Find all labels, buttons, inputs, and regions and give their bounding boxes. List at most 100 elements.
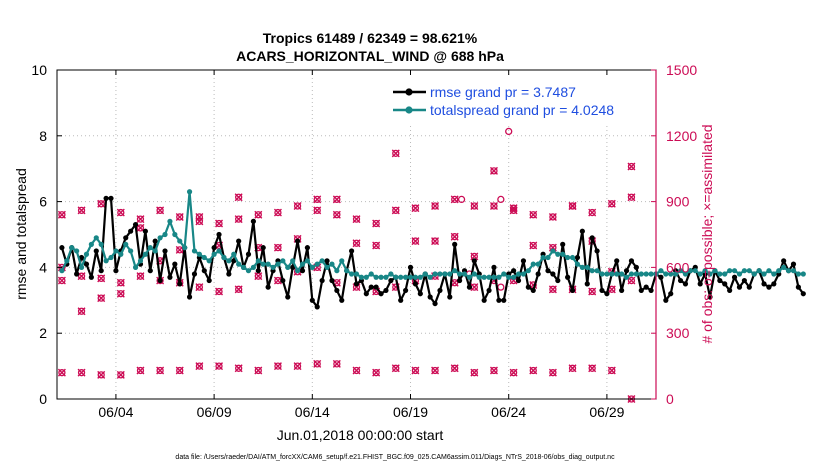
totalspread-point: [422, 271, 428, 277]
obs-assimilated-cross: [627, 193, 636, 202]
obs-possible-ring: [588, 208, 596, 217]
totalspread-point: [216, 248, 222, 254]
rmse-point: [643, 284, 649, 290]
obs-assimilated-cross: [450, 195, 459, 204]
obs-possible-ring: [274, 362, 282, 370]
totalspread-point: [245, 268, 252, 274]
x-axis-label: Jun.01,2018 00:00:00 start: [277, 427, 444, 443]
obs-count-marker: [450, 364, 459, 373]
obs-assimilated-cross: [116, 289, 125, 298]
obs-count-marker: [391, 149, 400, 158]
obs-assimilated-cross: [215, 362, 224, 371]
obs-possible-ring: [333, 360, 341, 368]
totalspread-point: [324, 264, 330, 270]
y-tick-label: 2: [39, 325, 47, 341]
totalspread-point: [569, 254, 576, 261]
rmse-point: [501, 297, 507, 303]
obs-assimilated-cross: [548, 212, 557, 221]
obs-assimilated-cross: [431, 366, 440, 375]
obs-count-marker: [372, 219, 381, 228]
obs-possible-marker: [505, 127, 513, 136]
totalspread-point: [722, 271, 728, 277]
totalspread-point: [128, 248, 134, 254]
obs-possible-ring: [588, 364, 596, 372]
totalspread-point: [466, 274, 473, 280]
obs-assimilated-cross: [411, 366, 420, 375]
totalspread-point: [574, 261, 581, 267]
totalspread-point: [231, 251, 237, 257]
obs-possible-ring: [235, 364, 243, 372]
obs-count-marker: [352, 366, 361, 375]
totalspread-point: [560, 251, 566, 257]
rmse-point: [525, 284, 531, 290]
totalspread-point: [515, 271, 522, 277]
obs-possible-ring: [352, 366, 361, 375]
obs-assimilated-cross: [234, 193, 243, 202]
obs-count-marker: [234, 285, 243, 294]
rmse-point: [152, 238, 158, 244]
totalspread-point: [506, 274, 512, 280]
rmse-point: [172, 261, 178, 267]
obs-possible-ring: [431, 237, 439, 245]
obs-count-marker: [313, 195, 322, 204]
totalspread-point: [211, 251, 217, 257]
totalspread-point: [98, 241, 104, 247]
totalspread-point: [628, 271, 635, 277]
obs-possible-ring: [313, 360, 321, 368]
obs-possible-ring: [58, 211, 66, 219]
totalspread-point: [476, 274, 482, 280]
obs-count-marker: [77, 368, 86, 377]
rmse-point: [294, 238, 301, 244]
totalspread-point: [741, 268, 747, 274]
totalspread-point: [137, 258, 144, 264]
obs-possible-ring: [195, 213, 204, 221]
obs-count-marker: [136, 272, 145, 281]
obs-possible-ring: [58, 369, 66, 377]
rmse-point: [113, 268, 119, 274]
obs-count-marker: [548, 212, 557, 221]
y-tick-label: 0: [39, 391, 47, 407]
totalspread-point: [280, 258, 286, 264]
totalspread-point: [393, 274, 399, 280]
obs-assimilated-cross: [195, 217, 204, 226]
totalspread-point: [673, 271, 679, 277]
totalspread-point: [594, 268, 600, 274]
rmse-point: [663, 297, 669, 303]
obs-assimilated-cross: [332, 195, 341, 204]
totalspread-point: [186, 189, 193, 195]
obs-count-marker: [548, 368, 557, 377]
obs-possible-ring: [117, 208, 125, 217]
obs-assimilated-cross: [529, 241, 538, 250]
obs-assimilated-cross: [234, 364, 243, 373]
obs-assimilated-cross: [352, 239, 361, 248]
rmse-point: [736, 284, 743, 290]
totalspread-point: [299, 261, 306, 267]
totalspread-point: [378, 274, 384, 280]
obs-count-marker: [97, 199, 106, 208]
totalspread-point: [442, 271, 448, 277]
obs-assimilated-cross: [57, 210, 66, 219]
totalspread-point: [398, 274, 404, 280]
rmse-point: [741, 277, 747, 284]
rmse-point: [255, 268, 261, 274]
obs-count-marker: [450, 232, 459, 241]
totalspread-point: [491, 274, 497, 280]
totalspread-point: [776, 268, 782, 274]
totalspread-point: [785, 268, 792, 274]
rmse-point: [628, 258, 635, 264]
obs-assimilated-cross: [136, 223, 145, 232]
rmse-point: [128, 228, 134, 234]
obs-assimilated-cross: [215, 219, 224, 228]
totalspread-point: [142, 251, 148, 257]
obs-assimilated-cross: [156, 206, 165, 215]
obs-assimilated-cross: [273, 362, 282, 371]
rmse-point: [353, 281, 360, 287]
obs-assimilated-cross: [411, 204, 420, 213]
totalspread-point: [363, 274, 369, 280]
totalspread-point: [565, 254, 571, 261]
rmse-point: [142, 228, 148, 234]
obs-count-marker: [97, 294, 106, 303]
obs-possible-ring: [392, 149, 400, 157]
rmse-point: [388, 277, 394, 284]
obs-count-marker: [548, 285, 557, 294]
